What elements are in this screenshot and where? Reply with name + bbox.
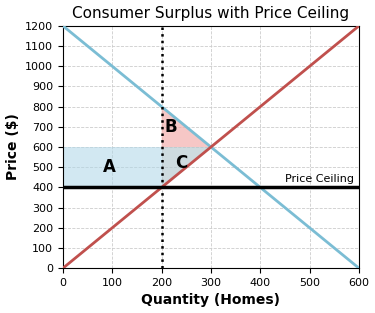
Polygon shape (63, 147, 162, 187)
Text: B: B (164, 118, 177, 136)
Text: A: A (104, 158, 116, 176)
X-axis label: Quantity (Homes): Quantity (Homes) (141, 294, 280, 307)
Title: Consumer Surplus with Price Ceiling: Consumer Surplus with Price Ceiling (72, 6, 350, 21)
Y-axis label: Price ($): Price ($) (6, 114, 20, 181)
Polygon shape (162, 107, 211, 147)
Polygon shape (162, 147, 211, 187)
Text: C: C (175, 154, 188, 172)
Text: Price Ceiling: Price Ceiling (285, 174, 354, 184)
